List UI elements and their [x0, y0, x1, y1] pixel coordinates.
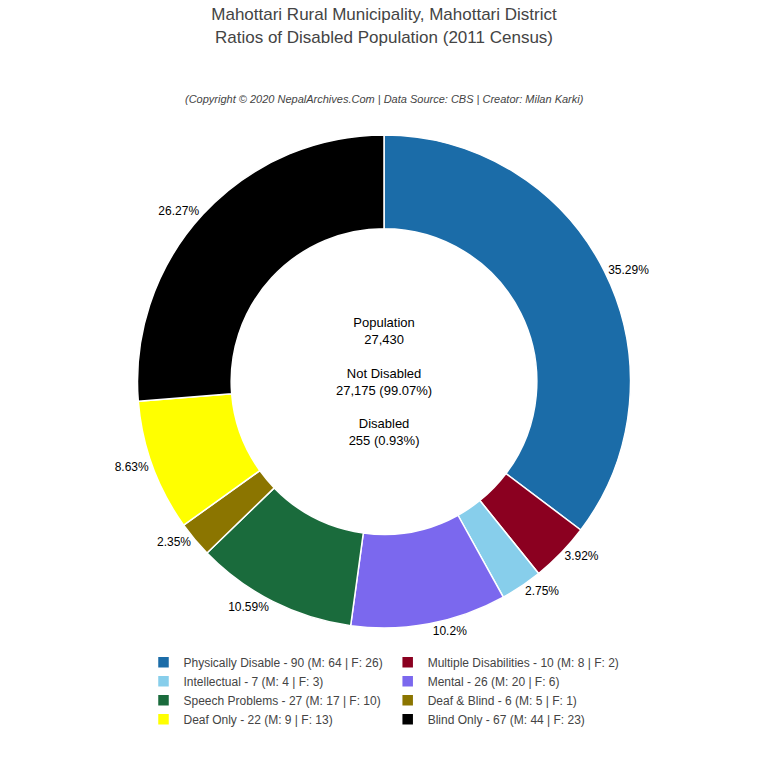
- svg-text:10.2%: 10.2%: [433, 624, 467, 638]
- svg-text:Deaf & Blind - 6 (M: 5 | F: 1): Deaf & Blind - 6 (M: 5 | F: 1): [428, 694, 577, 708]
- svg-text:Mahottari Rural Municipality,: Mahottari Rural Municipality, Mahottari …: [211, 5, 557, 46]
- svg-text:Deaf Only - 22 (M: 9 | F: 13): Deaf Only - 22 (M: 9 | F: 13): [184, 713, 333, 727]
- svg-text:2.35%: 2.35%: [157, 535, 191, 549]
- svg-text:10.59%: 10.59%: [228, 600, 269, 614]
- svg-text:(Copyright © 2020 NepalArchive: (Copyright © 2020 NepalArchives.Com | Da…: [185, 93, 584, 105]
- svg-text:Physically Disable - 90 (M: 64: Physically Disable - 90 (M: 64 | F: 26): [184, 656, 383, 670]
- svg-text:8.63%: 8.63%: [115, 460, 149, 474]
- svg-text:Intellectual - 7 (M: 4 | F: 3): Intellectual - 7 (M: 4 | F: 3): [184, 675, 324, 689]
- svg-text:26.27%: 26.27%: [158, 204, 199, 218]
- svg-text:Multiple Disabilities - 10 (M:: Multiple Disabilities - 10 (M: 8 | F: 2): [428, 656, 619, 670]
- svg-text:Speech Problems - 27 (M: 17 |: Speech Problems - 27 (M: 17 | F: 10): [184, 694, 381, 708]
- svg-text:2.75%: 2.75%: [525, 584, 559, 598]
- svg-text:3.92%: 3.92%: [565, 549, 599, 563]
- svg-text:Blind Only - 67 (M: 44 | F: 23: Blind Only - 67 (M: 44 | F: 23): [428, 713, 585, 727]
- svg-text:35.29%: 35.29%: [608, 263, 649, 277]
- svg-text:Mental - 26 (M: 20 | F: 6): Mental - 26 (M: 20 | F: 6): [428, 675, 560, 689]
- svg-text:Population27,430 Not Disabled2: Population27,430 Not Disabled27,175 (99.…: [336, 315, 432, 448]
